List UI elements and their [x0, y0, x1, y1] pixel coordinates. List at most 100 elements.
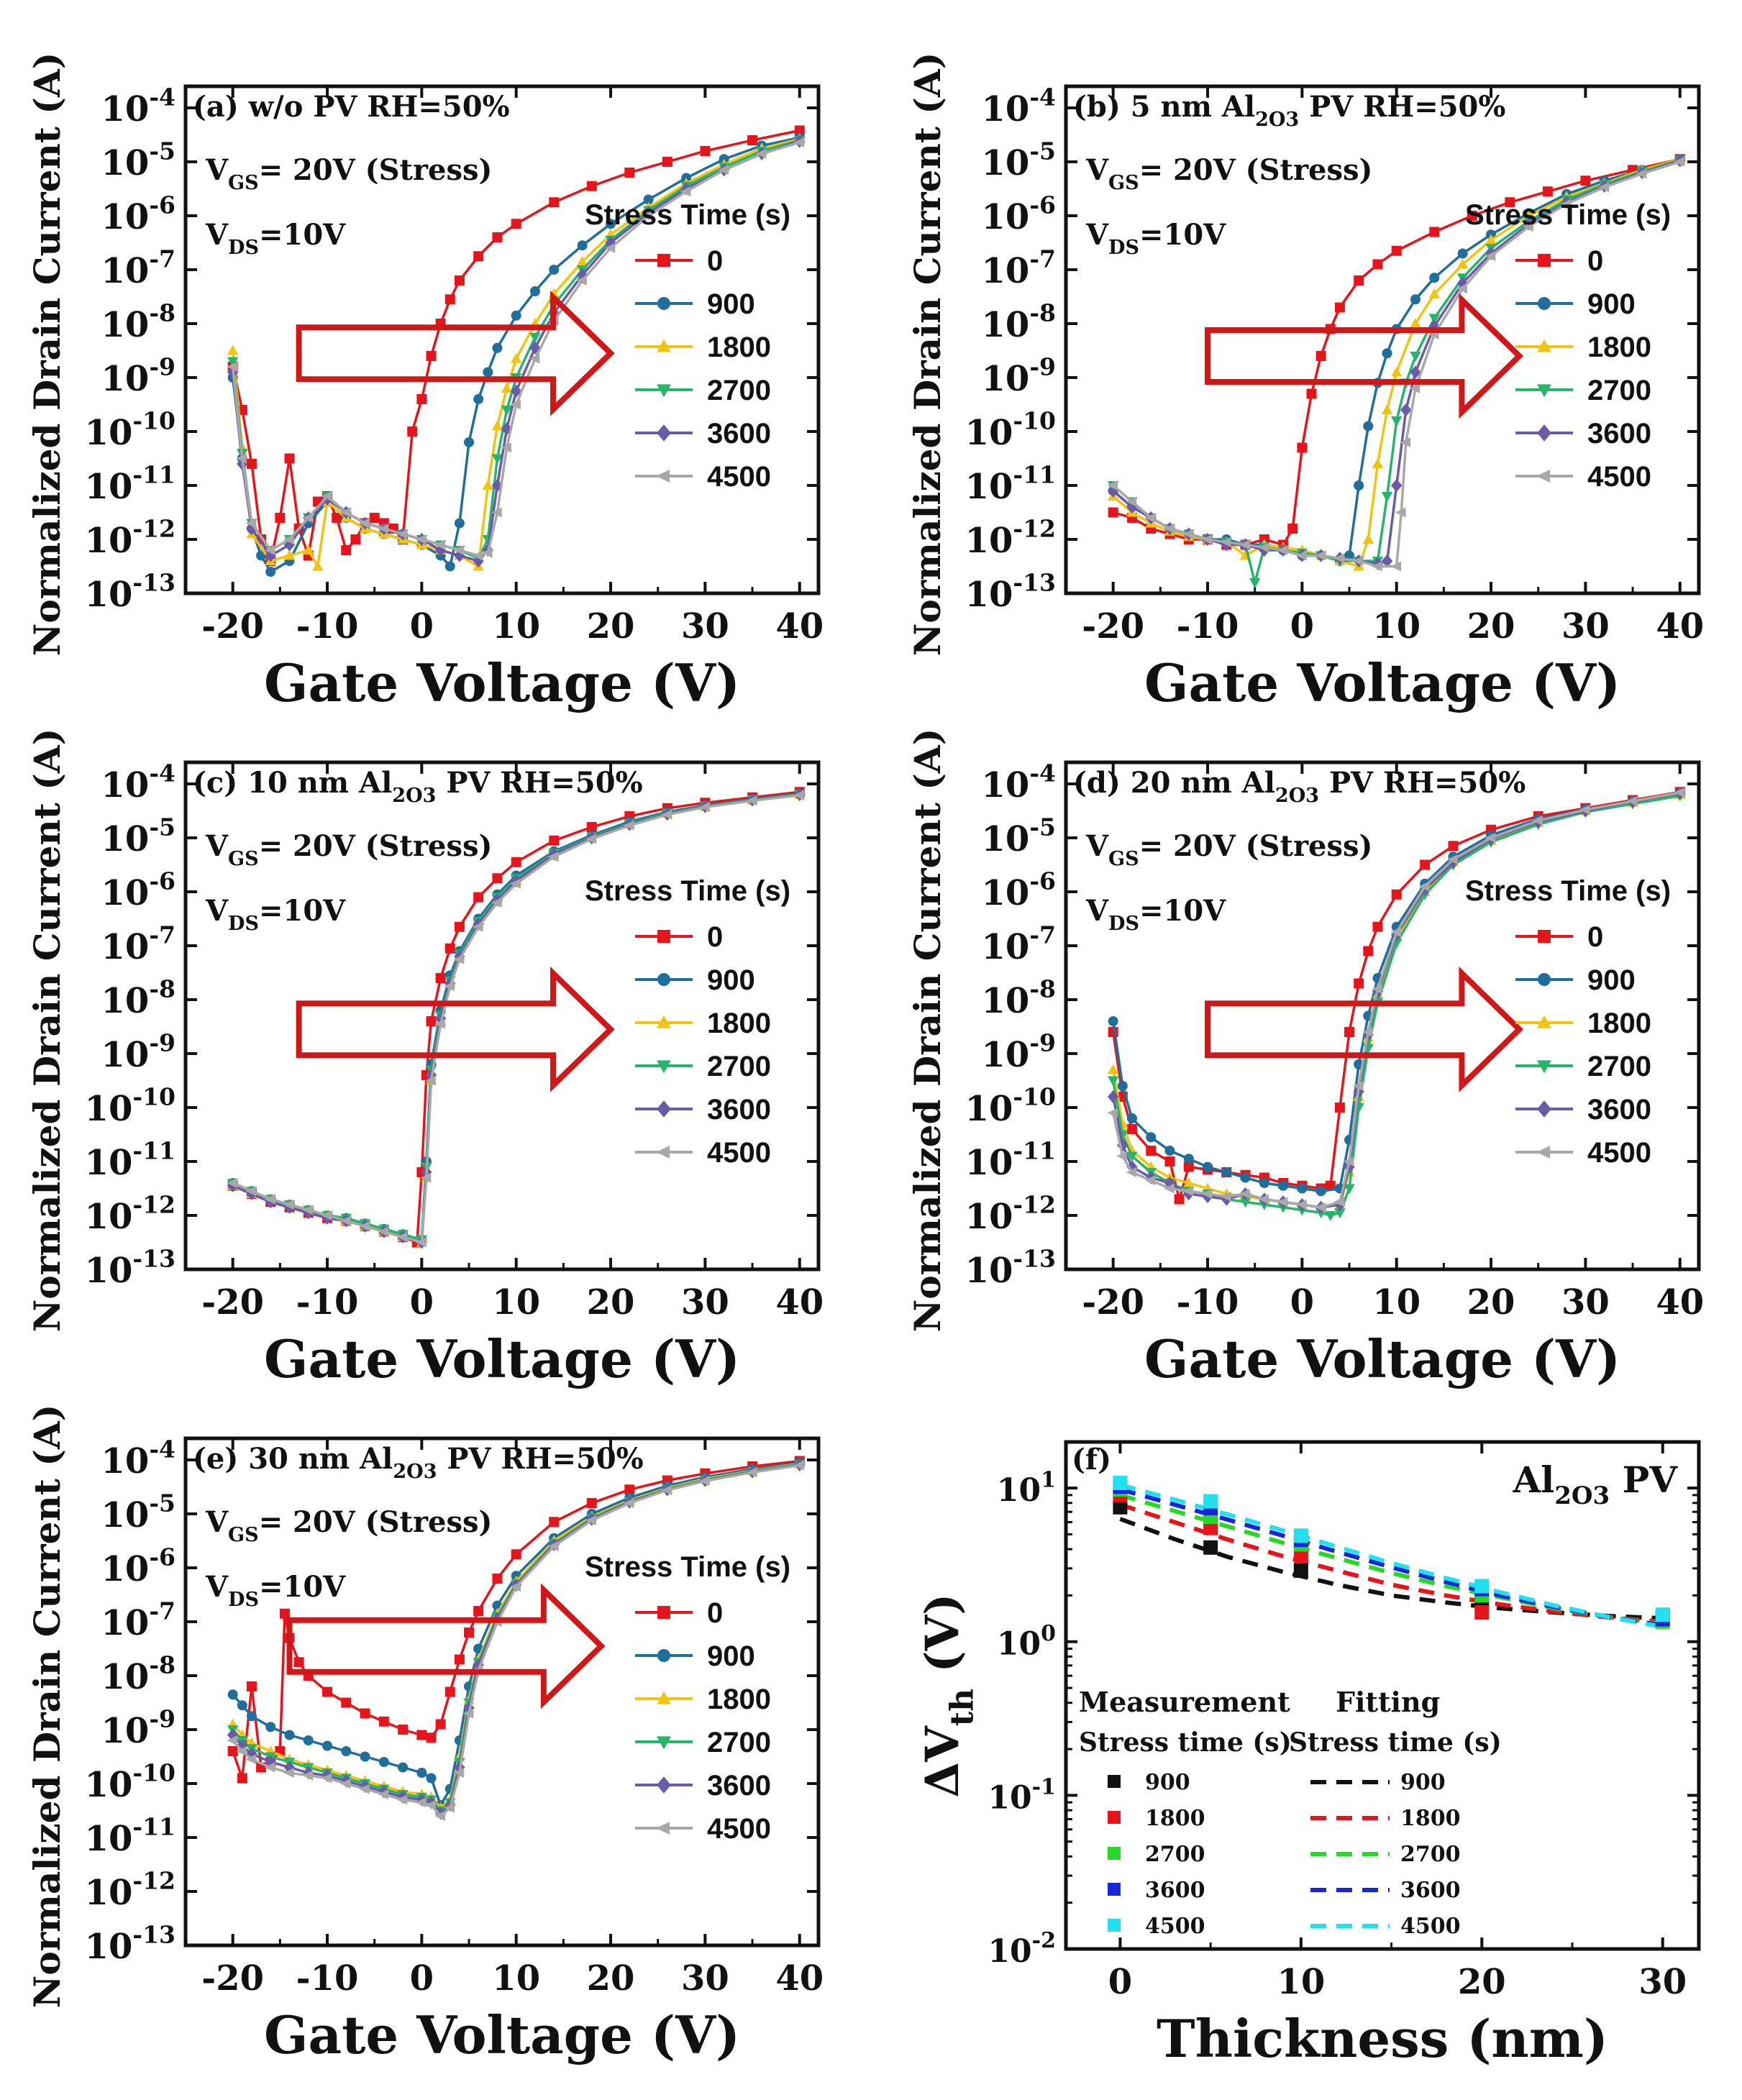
legend-label: 0	[1587, 921, 1603, 953]
data-point	[227, 1178, 237, 1188]
data-point	[623, 820, 634, 831]
data-point	[341, 1697, 352, 1708]
data-point	[1203, 1161, 1213, 1172]
data-point	[510, 878, 521, 889]
legend-label: 4500	[1400, 1914, 1461, 1939]
x-tick-label: -10	[296, 1282, 359, 1323]
legend-item: 900	[635, 288, 755, 320]
y-tick-label: 10-9	[982, 1028, 1056, 1075]
stress-condition-note: VGS= 20V (Stress)	[205, 1505, 492, 1546]
data-point	[549, 197, 560, 208]
data-point	[473, 251, 484, 262]
data-point	[586, 822, 597, 832]
legend-label: 0	[707, 1597, 723, 1629]
legend-title: Stress Time (s)	[1465, 875, 1671, 907]
y-tick-label: 10-7	[982, 921, 1056, 967]
data-point	[378, 1226, 389, 1237]
x-tick-label: -20	[1082, 1282, 1144, 1323]
x-tick-label: 30	[681, 1282, 729, 1323]
data-point	[426, 1773, 437, 1784]
y-tick-label: 100	[997, 1621, 1056, 1663]
data-point	[341, 545, 352, 555]
data-point	[746, 795, 757, 806]
data-point	[1144, 1175, 1156, 1186]
data-point	[1183, 1161, 1194, 1172]
data-point	[1372, 984, 1382, 994]
data-point	[245, 1754, 257, 1765]
stress-condition-note: VGS= 20V (Stress)	[1085, 153, 1372, 194]
data-point	[1306, 388, 1317, 399]
data-point	[577, 240, 588, 251]
y-tick-label: 10-6	[982, 191, 1056, 237]
data-point	[1381, 403, 1393, 414]
data-point	[264, 1194, 275, 1205]
panel-title: (c) 10 nm Al2O3 PV RH=50%	[193, 766, 643, 807]
measurement-legend-item: 3600	[1108, 1878, 1205, 1903]
data-point	[473, 394, 484, 404]
data-point	[1203, 1520, 1218, 1535]
x-tick-label: 20	[587, 606, 635, 647]
data-point	[245, 518, 257, 529]
data-point	[491, 507, 502, 518]
data-point	[1258, 1194, 1269, 1205]
data-point	[1220, 1191, 1231, 1202]
data-point	[464, 1628, 475, 1638]
legend-label: 1800	[707, 1684, 771, 1715]
y-axis-title: Normalized Drain Current (A)	[26, 729, 68, 1333]
stress-condition-note: VGS= 20V (Stress)	[205, 153, 492, 194]
data-point	[755, 148, 767, 159]
data-point	[1113, 1475, 1128, 1490]
data-point	[1485, 234, 1497, 245]
data-point	[339, 507, 351, 518]
data-point	[1240, 1172, 1251, 1183]
data-point	[434, 1018, 445, 1029]
plot-area	[227, 1456, 806, 1821]
data-point	[453, 545, 465, 555]
x-tick-label: -10	[296, 606, 359, 647]
y-tick-label: 10-4	[101, 1435, 175, 1482]
legend-marker	[657, 339, 671, 352]
data-point	[339, 1779, 351, 1789]
data-point	[1126, 1151, 1138, 1162]
data-point	[491, 898, 502, 908]
data-point	[661, 1485, 672, 1495]
data-point	[1126, 1113, 1137, 1123]
data-point	[1429, 227, 1440, 237]
data-point	[302, 1770, 314, 1781]
x-tick-label: 10	[492, 606, 540, 647]
drain-voltage-note: VDS=10V	[205, 894, 346, 935]
data-point	[435, 1719, 446, 1730]
data-point	[1297, 1183, 1308, 1194]
y-axis-title: Normalized Drain Current (A)	[906, 52, 949, 657]
legend-marker	[657, 1015, 671, 1028]
x-tick-label: 20	[1467, 1282, 1515, 1323]
data-point	[434, 539, 445, 550]
data-point	[246, 459, 257, 469]
data-point	[1363, 946, 1374, 957]
data-point	[1116, 1151, 1128, 1161]
data-point	[511, 1549, 521, 1560]
legend-label: 3600	[1587, 418, 1651, 449]
data-point	[265, 567, 276, 577]
data-point	[425, 1075, 436, 1086]
data-point	[227, 344, 239, 355]
x-axis-title: Gate Voltage (V)	[264, 1328, 740, 1389]
y-tick-label: 10-9	[101, 1028, 175, 1075]
legend-marker	[657, 384, 671, 398]
legend-label: 900	[1400, 1770, 1446, 1795]
y-tick-label: 10-5	[101, 137, 175, 183]
data-point	[1456, 258, 1469, 269]
data-point	[321, 1773, 332, 1784]
data-point	[303, 1735, 314, 1745]
legend-marker	[1538, 930, 1551, 943]
legend-marker	[1536, 1146, 1551, 1159]
measurement-legend-title: Measurement	[1079, 1686, 1290, 1718]
data-point	[793, 1460, 805, 1471]
data-point	[227, 1735, 237, 1745]
legend-item: 3600	[1515, 1094, 1651, 1126]
data-point	[747, 135, 758, 145]
x-axis-title: Gate Voltage (V)	[1144, 652, 1620, 713]
legend-item: 4500	[1515, 461, 1651, 493]
legend-marker	[1538, 297, 1551, 310]
